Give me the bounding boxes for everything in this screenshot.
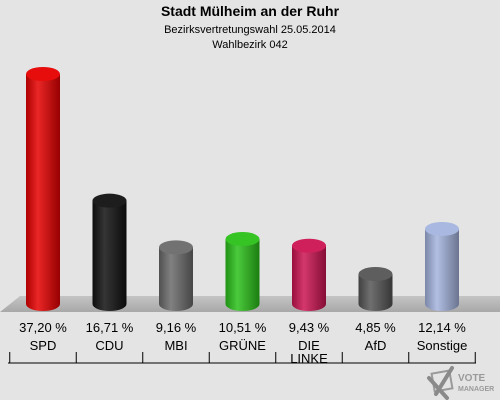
bar-gruene [225, 232, 260, 311]
checkbox-x-icon [427, 366, 454, 400]
category-label-sonstige: Sonstige [417, 338, 468, 353]
category-label-cdu: CDU [95, 338, 123, 353]
logo-manager-text: MANAGER [458, 386, 494, 393]
bar-cdu [92, 193, 127, 311]
value-label-afd: 4,85 % [355, 320, 396, 335]
value-labels-group: 37,20 % 16,71 % 9,16 % 10,51 % 9,43 % 4,85 % 1… [19, 320, 466, 335]
chart-title: Stadt Mülheim an der Ruhr [161, 3, 340, 19]
chart-subtitle: Bezirksvertretungswahl 25.05.2014 [164, 24, 336, 36]
bar-mbi [159, 240, 193, 311]
bar-afd [358, 267, 393, 311]
value-label-gruene: 10,51 % [219, 320, 267, 335]
category-label-spd: SPD [30, 338, 57, 353]
value-label-sonstige: 12,14 % [418, 320, 466, 335]
category-labels-group: SPD CDU MBI GRÜNE DIE LINKE AfD Sonstige [9, 338, 476, 366]
value-label-mbi: 9,16 % [156, 320, 197, 335]
bar-spd [26, 67, 60, 311]
category-label-die-linke: DIE LINKE [290, 338, 328, 366]
bars-group [26, 67, 459, 311]
logo-vote-text: VOTE [458, 373, 486, 384]
value-label-spd: 37,20 % [19, 320, 67, 335]
category-label-afd: AfD [365, 338, 387, 353]
value-label-cdu: 16,71 % [86, 320, 134, 335]
vote-manager-logo: VOTE MANAGER [427, 366, 494, 400]
category-label-mbi: MBI [164, 338, 187, 353]
chart-subtitle-2: Wahlbezirk 042 [212, 39, 287, 51]
bar-die-linke [292, 238, 326, 311]
value-label-die-linke: 9,43 % [289, 320, 330, 335]
bar-sonstige [425, 221, 459, 311]
category-label-gruene: GRÜNE [219, 338, 266, 353]
